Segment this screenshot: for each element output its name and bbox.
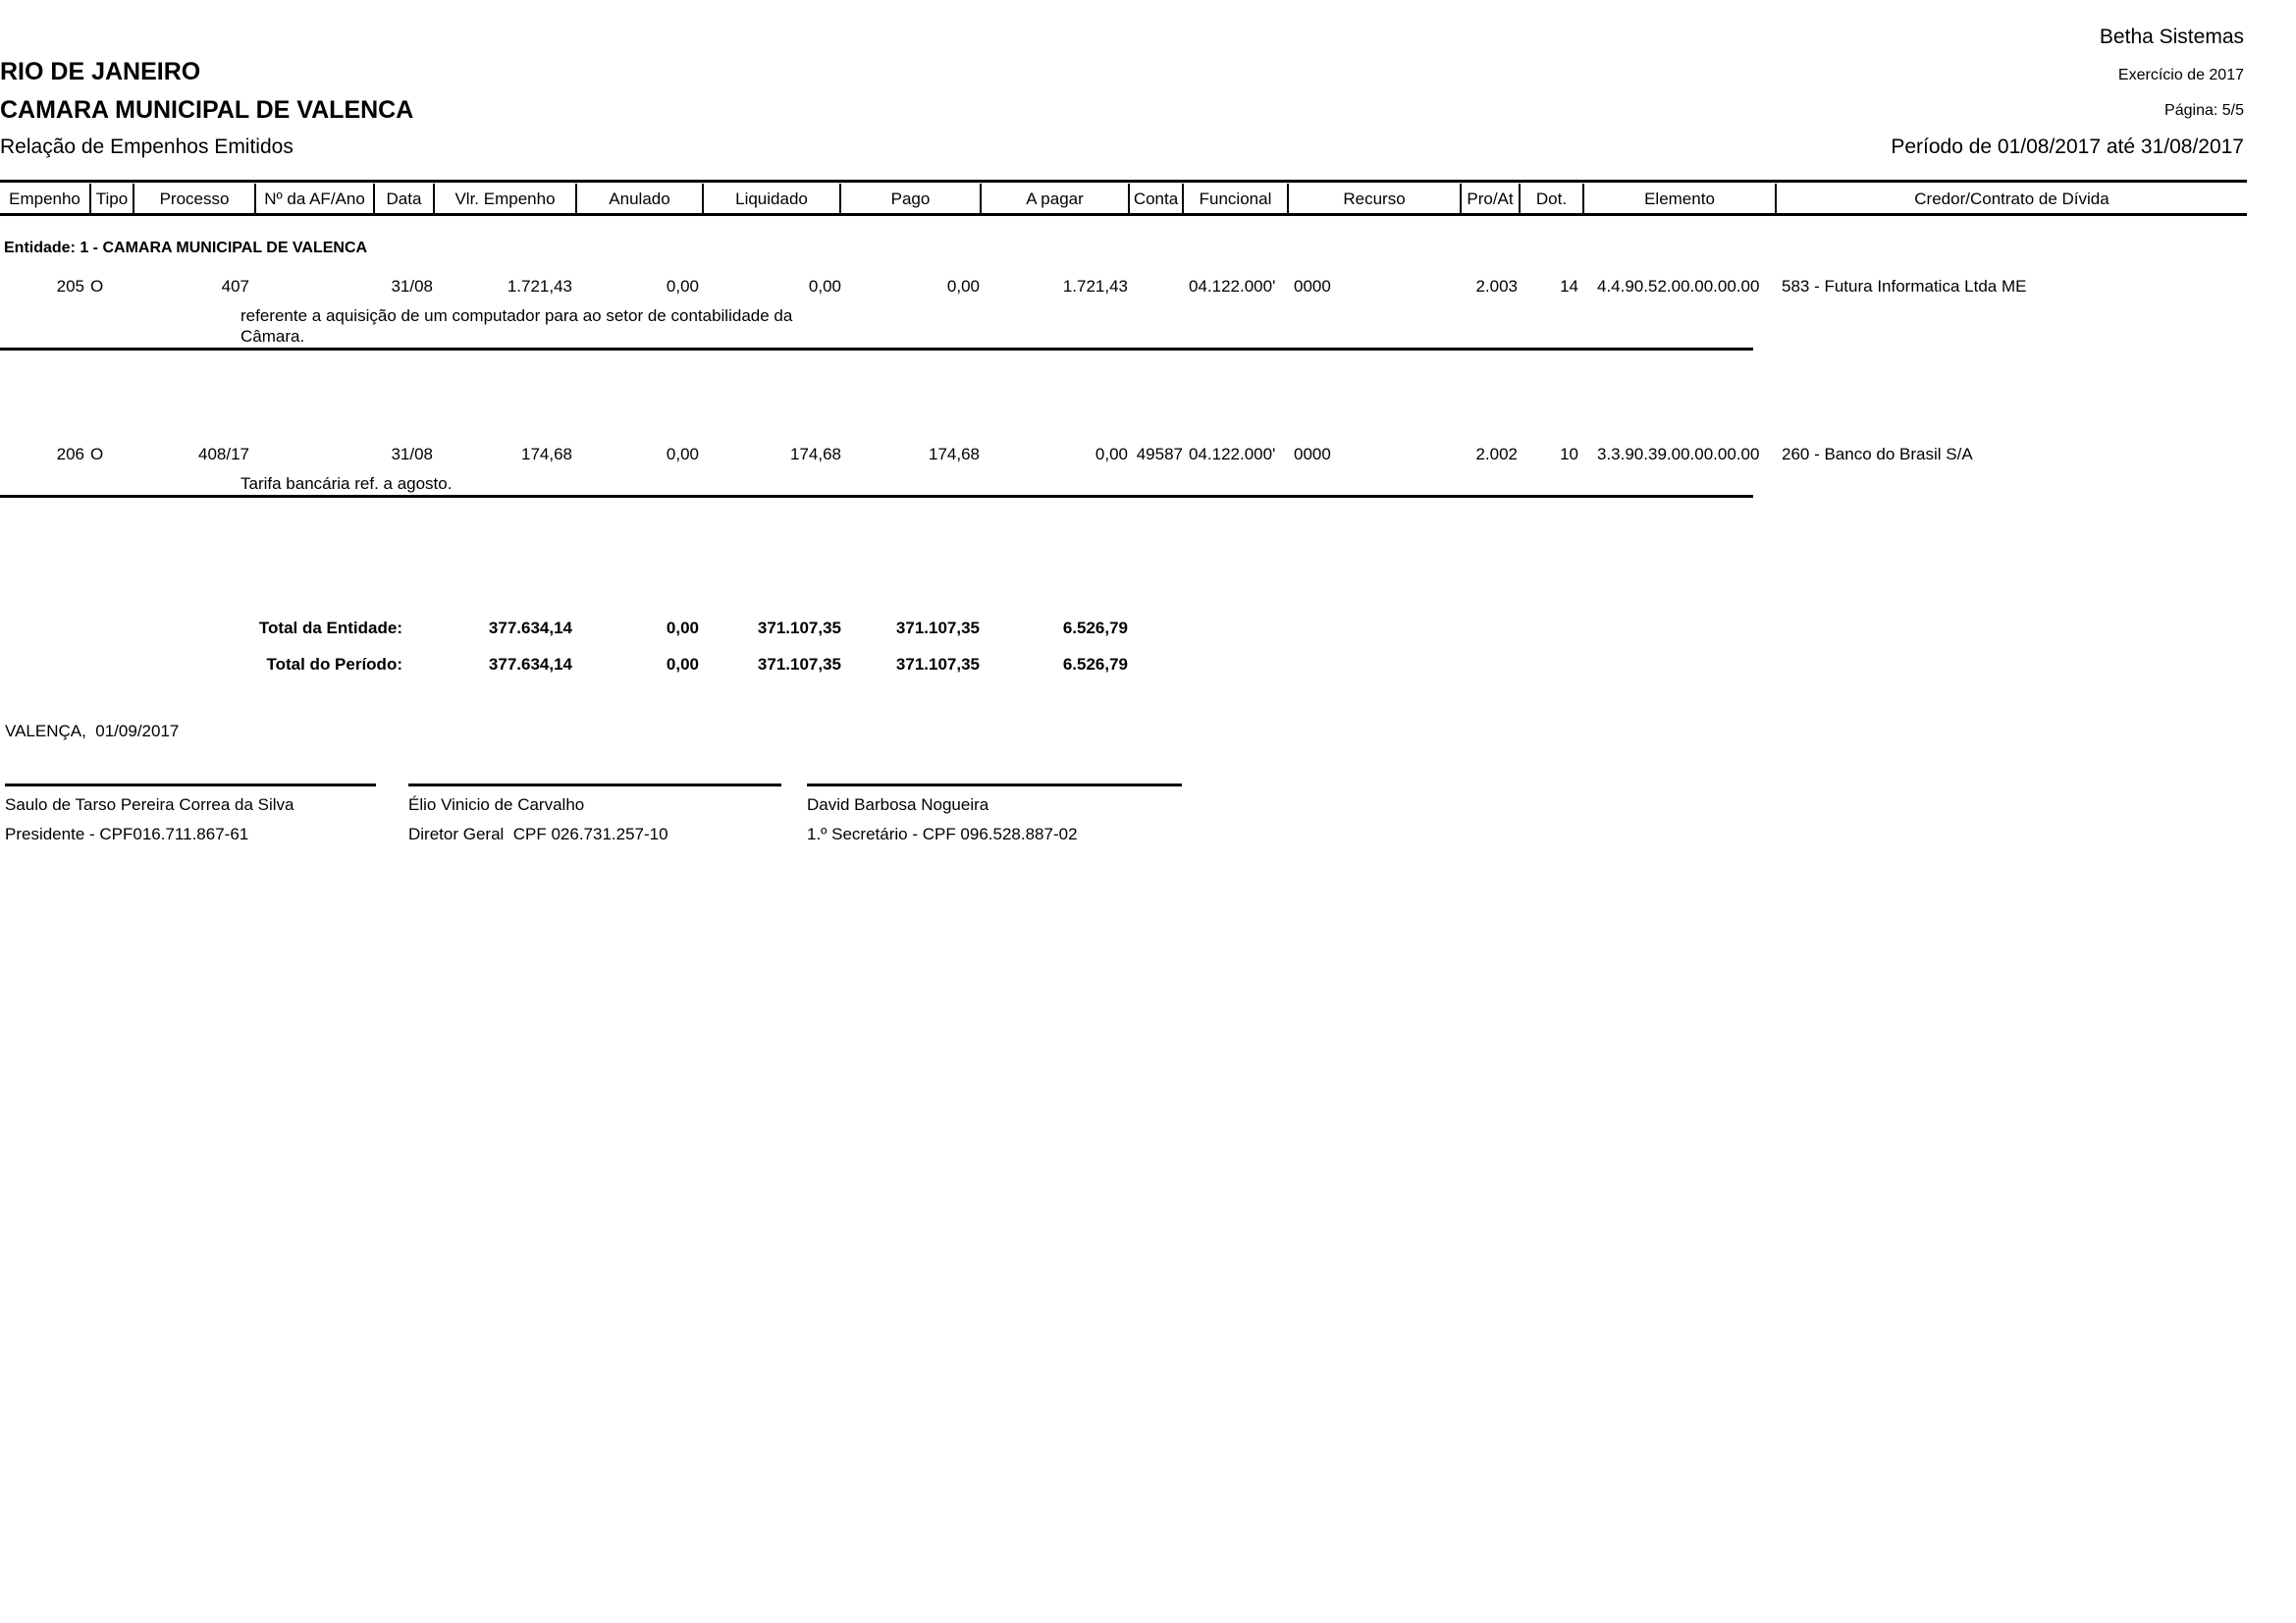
total-a-pagar: 6.526,79 — [1062, 655, 1128, 674]
empenho: 205 — [56, 277, 84, 296]
place-date: VALENÇA, 01/09/2017 — [5, 722, 180, 740]
col-anulado: Anulado — [575, 184, 702, 215]
signatory-role: 1.º Secretário - CPF 096.528.887-02 — [807, 825, 1078, 843]
liquidado: 174,68 — [790, 445, 841, 463]
col-vlr-empenho: Vlr. Empenho — [433, 184, 575, 215]
pago: 174,68 — [929, 445, 980, 463]
total-pago: 371.107,35 — [895, 655, 980, 674]
col-a-pagar: A pagar — [980, 184, 1128, 215]
data: 31/08 — [391, 277, 433, 296]
processo: 408/17 — [198, 445, 249, 463]
liquidado: 0,00 — [808, 277, 841, 296]
total-label: Total do Período: — [266, 655, 402, 674]
header-top-rule — [0, 180, 2247, 183]
row-separator — [0, 348, 1753, 351]
total-anulado: 0,00 — [666, 655, 699, 674]
credor: 583 - Futura Informatica Ltda ME — [1782, 277, 2027, 296]
a-pagar: 1.721,43 — [1062, 277, 1128, 296]
row-separator — [0, 495, 1753, 498]
tipo: O — [90, 445, 104, 463]
empenho: 206 — [56, 445, 84, 463]
signature-line — [807, 784, 1182, 786]
total-anulado: 0,00 — [666, 619, 699, 637]
system-name: Betha Sistemas — [2099, 26, 2244, 48]
tipo: O — [90, 277, 104, 296]
entity-group-label: Entidade: 1 - CAMARA MUNICIPAL DE VALENC… — [4, 240, 368, 256]
col-recurso: Recurso — [1287, 184, 1460, 215]
col-processo: Processo — [133, 184, 254, 215]
vlr-empenho: 174,68 — [521, 445, 572, 463]
total-liquidado: 371.107,35 — [757, 619, 841, 637]
signatory-name: Élio Vinicio de Carvalho — [408, 795, 585, 814]
pago: 0,00 — [946, 277, 980, 296]
recurso: 0000 — [1294, 277, 1331, 296]
col-conta: Conta — [1128, 184, 1182, 215]
signatory-name: David Barbosa Nogueira — [807, 795, 989, 814]
vlr-empenho: 1.721,43 — [507, 277, 572, 296]
col-empenho: Empenho — [9, 189, 80, 208]
data: 31/08 — [391, 445, 433, 463]
header-bottom-rule — [0, 213, 2247, 216]
credor: 260 - Banco do Brasil S/A — [1782, 445, 1973, 463]
exercise-label: Exercício de 2017 — [2117, 67, 2244, 83]
page-number: Página: 5/5 — [2164, 102, 2244, 119]
dot: 14 — [1560, 277, 1578, 296]
total-pago: 371.107,35 — [895, 619, 980, 637]
anulado: 0,00 — [666, 445, 699, 463]
descricao-cont: Câmara. — [240, 327, 305, 346]
state-title: RIO DE JANEIRO — [0, 58, 201, 85]
descricao: Tarifa bancária ref. a agosto. — [240, 474, 453, 493]
col-pro-at: Pro/At — [1460, 184, 1519, 215]
signature-line — [408, 784, 781, 786]
col-af-ano: Nº da AF/Ano — [254, 184, 373, 215]
pro-at: 2.003 — [1475, 277, 1518, 296]
descricao: referente a aquisição de um computador p… — [240, 306, 793, 325]
anulado: 0,00 — [666, 277, 699, 296]
col-funcional: Funcional — [1182, 184, 1287, 215]
signature-line — [5, 784, 376, 786]
total-liquidado: 371.107,35 — [757, 655, 841, 674]
elemento: 3.3.90.39.00.00.00.00 — [1597, 445, 1760, 463]
a-pagar: 0,00 — [1095, 445, 1128, 463]
signatory-role: Diretor Geral CPF 026.731.257-10 — [408, 825, 668, 843]
total-a-pagar: 6.526,79 — [1062, 619, 1128, 637]
col-liquidado: Liquidado — [702, 184, 839, 215]
dot: 10 — [1560, 445, 1578, 463]
entity-title: CAMARA MUNICIPAL DE VALENCA — [0, 96, 414, 124]
funcional: 04.122.000' — [1189, 445, 1276, 463]
period-label: Período de 01/08/2017 até 31/08/2017 — [1891, 135, 2244, 158]
col-elemento: Elemento — [1582, 184, 1775, 215]
col-tipo: Tipo — [89, 184, 133, 215]
total-vlr-empenho: 377.634,14 — [488, 655, 572, 674]
col-dot: Dot. — [1519, 184, 1582, 215]
elemento: 4.4.90.52.00.00.00.00 — [1597, 277, 1760, 296]
total-label: Total da Entidade: — [258, 619, 402, 637]
signatory-role: Presidente - CPF016.711.867-61 — [5, 825, 249, 843]
funcional: 04.122.000' — [1189, 277, 1276, 296]
col-pago: Pago — [839, 184, 980, 215]
signatory-name: Saulo de Tarso Pereira Correa da Silva — [5, 795, 294, 814]
conta: 49587 — [1136, 445, 1183, 463]
processo: 407 — [221, 277, 249, 296]
report-title: Relação de Empenhos Emitidos — [0, 135, 294, 158]
col-credor: Credor/Contrato de Dívida — [1775, 184, 2247, 215]
recurso: 0000 — [1294, 445, 1331, 463]
total-vlr-empenho: 377.634,14 — [488, 619, 572, 637]
pro-at: 2.002 — [1475, 445, 1518, 463]
col-data: Data — [373, 184, 433, 215]
